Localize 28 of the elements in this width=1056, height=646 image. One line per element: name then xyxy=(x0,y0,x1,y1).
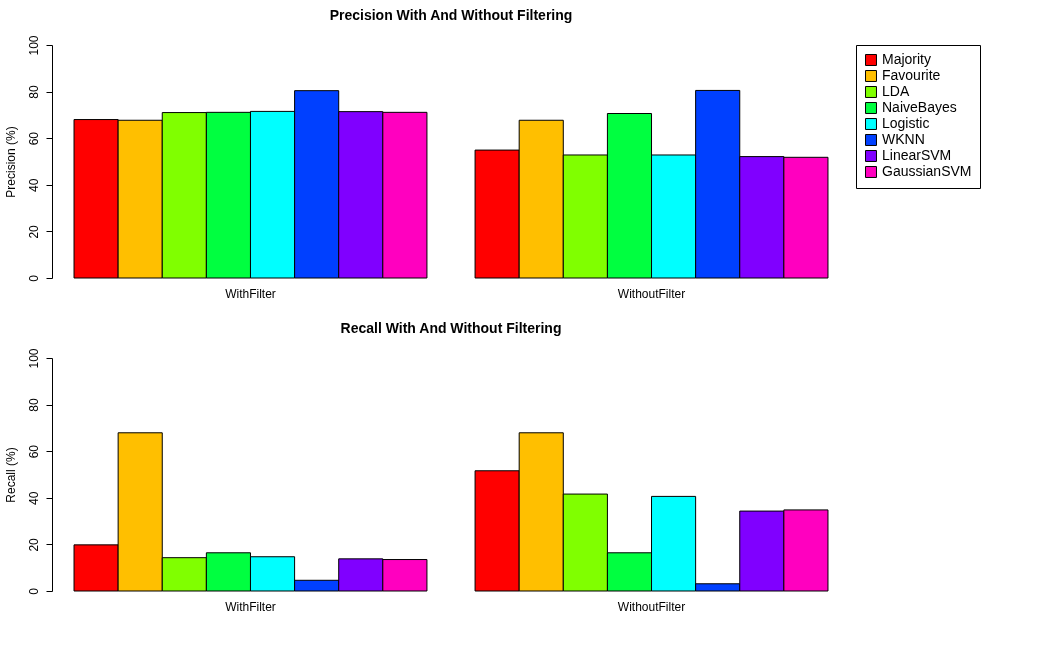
y-tick-label: 100 xyxy=(26,348,41,369)
y-tick-label: 0 xyxy=(26,587,41,595)
y-tick-label: 40 xyxy=(26,178,41,192)
y-tick-label: 80 xyxy=(26,85,41,99)
y-tick-label: 100 xyxy=(26,35,41,56)
chart-title: Precision With And Without Filtering xyxy=(329,6,573,23)
legend-label: LDA xyxy=(882,83,910,99)
x-tick-label: WithoutFilter xyxy=(617,599,686,614)
x-tick-label: WithoutFilter xyxy=(617,286,686,301)
legend-label: Majority xyxy=(882,51,932,67)
legend-label: LinearSVM xyxy=(882,147,952,163)
x-tick-label: WithFilter xyxy=(225,599,276,614)
y-tick-label: 0 xyxy=(26,274,41,282)
legend-label: NaiveBayes xyxy=(882,99,957,115)
y-tick-label: 20 xyxy=(26,224,41,239)
y-tick-label: 60 xyxy=(26,444,41,459)
y-tick-label: 80 xyxy=(26,398,41,412)
y-tick-label: 60 xyxy=(26,131,41,146)
x-tick-label: WithFilter xyxy=(225,286,276,301)
chart-title: Recall With And Without Filtering xyxy=(340,319,562,336)
y-axis-title: Precision (%) xyxy=(3,126,18,198)
legend-label: GaussianSVM xyxy=(882,163,972,179)
y-tick-label: 20 xyxy=(26,537,41,552)
legend-label: Favourite xyxy=(882,67,941,83)
legend-label: Logistic xyxy=(882,115,930,131)
y-axis-title: Recall (%) xyxy=(3,447,18,503)
legend-label: WKNN xyxy=(882,131,925,147)
y-tick-label: 40 xyxy=(26,491,41,505)
